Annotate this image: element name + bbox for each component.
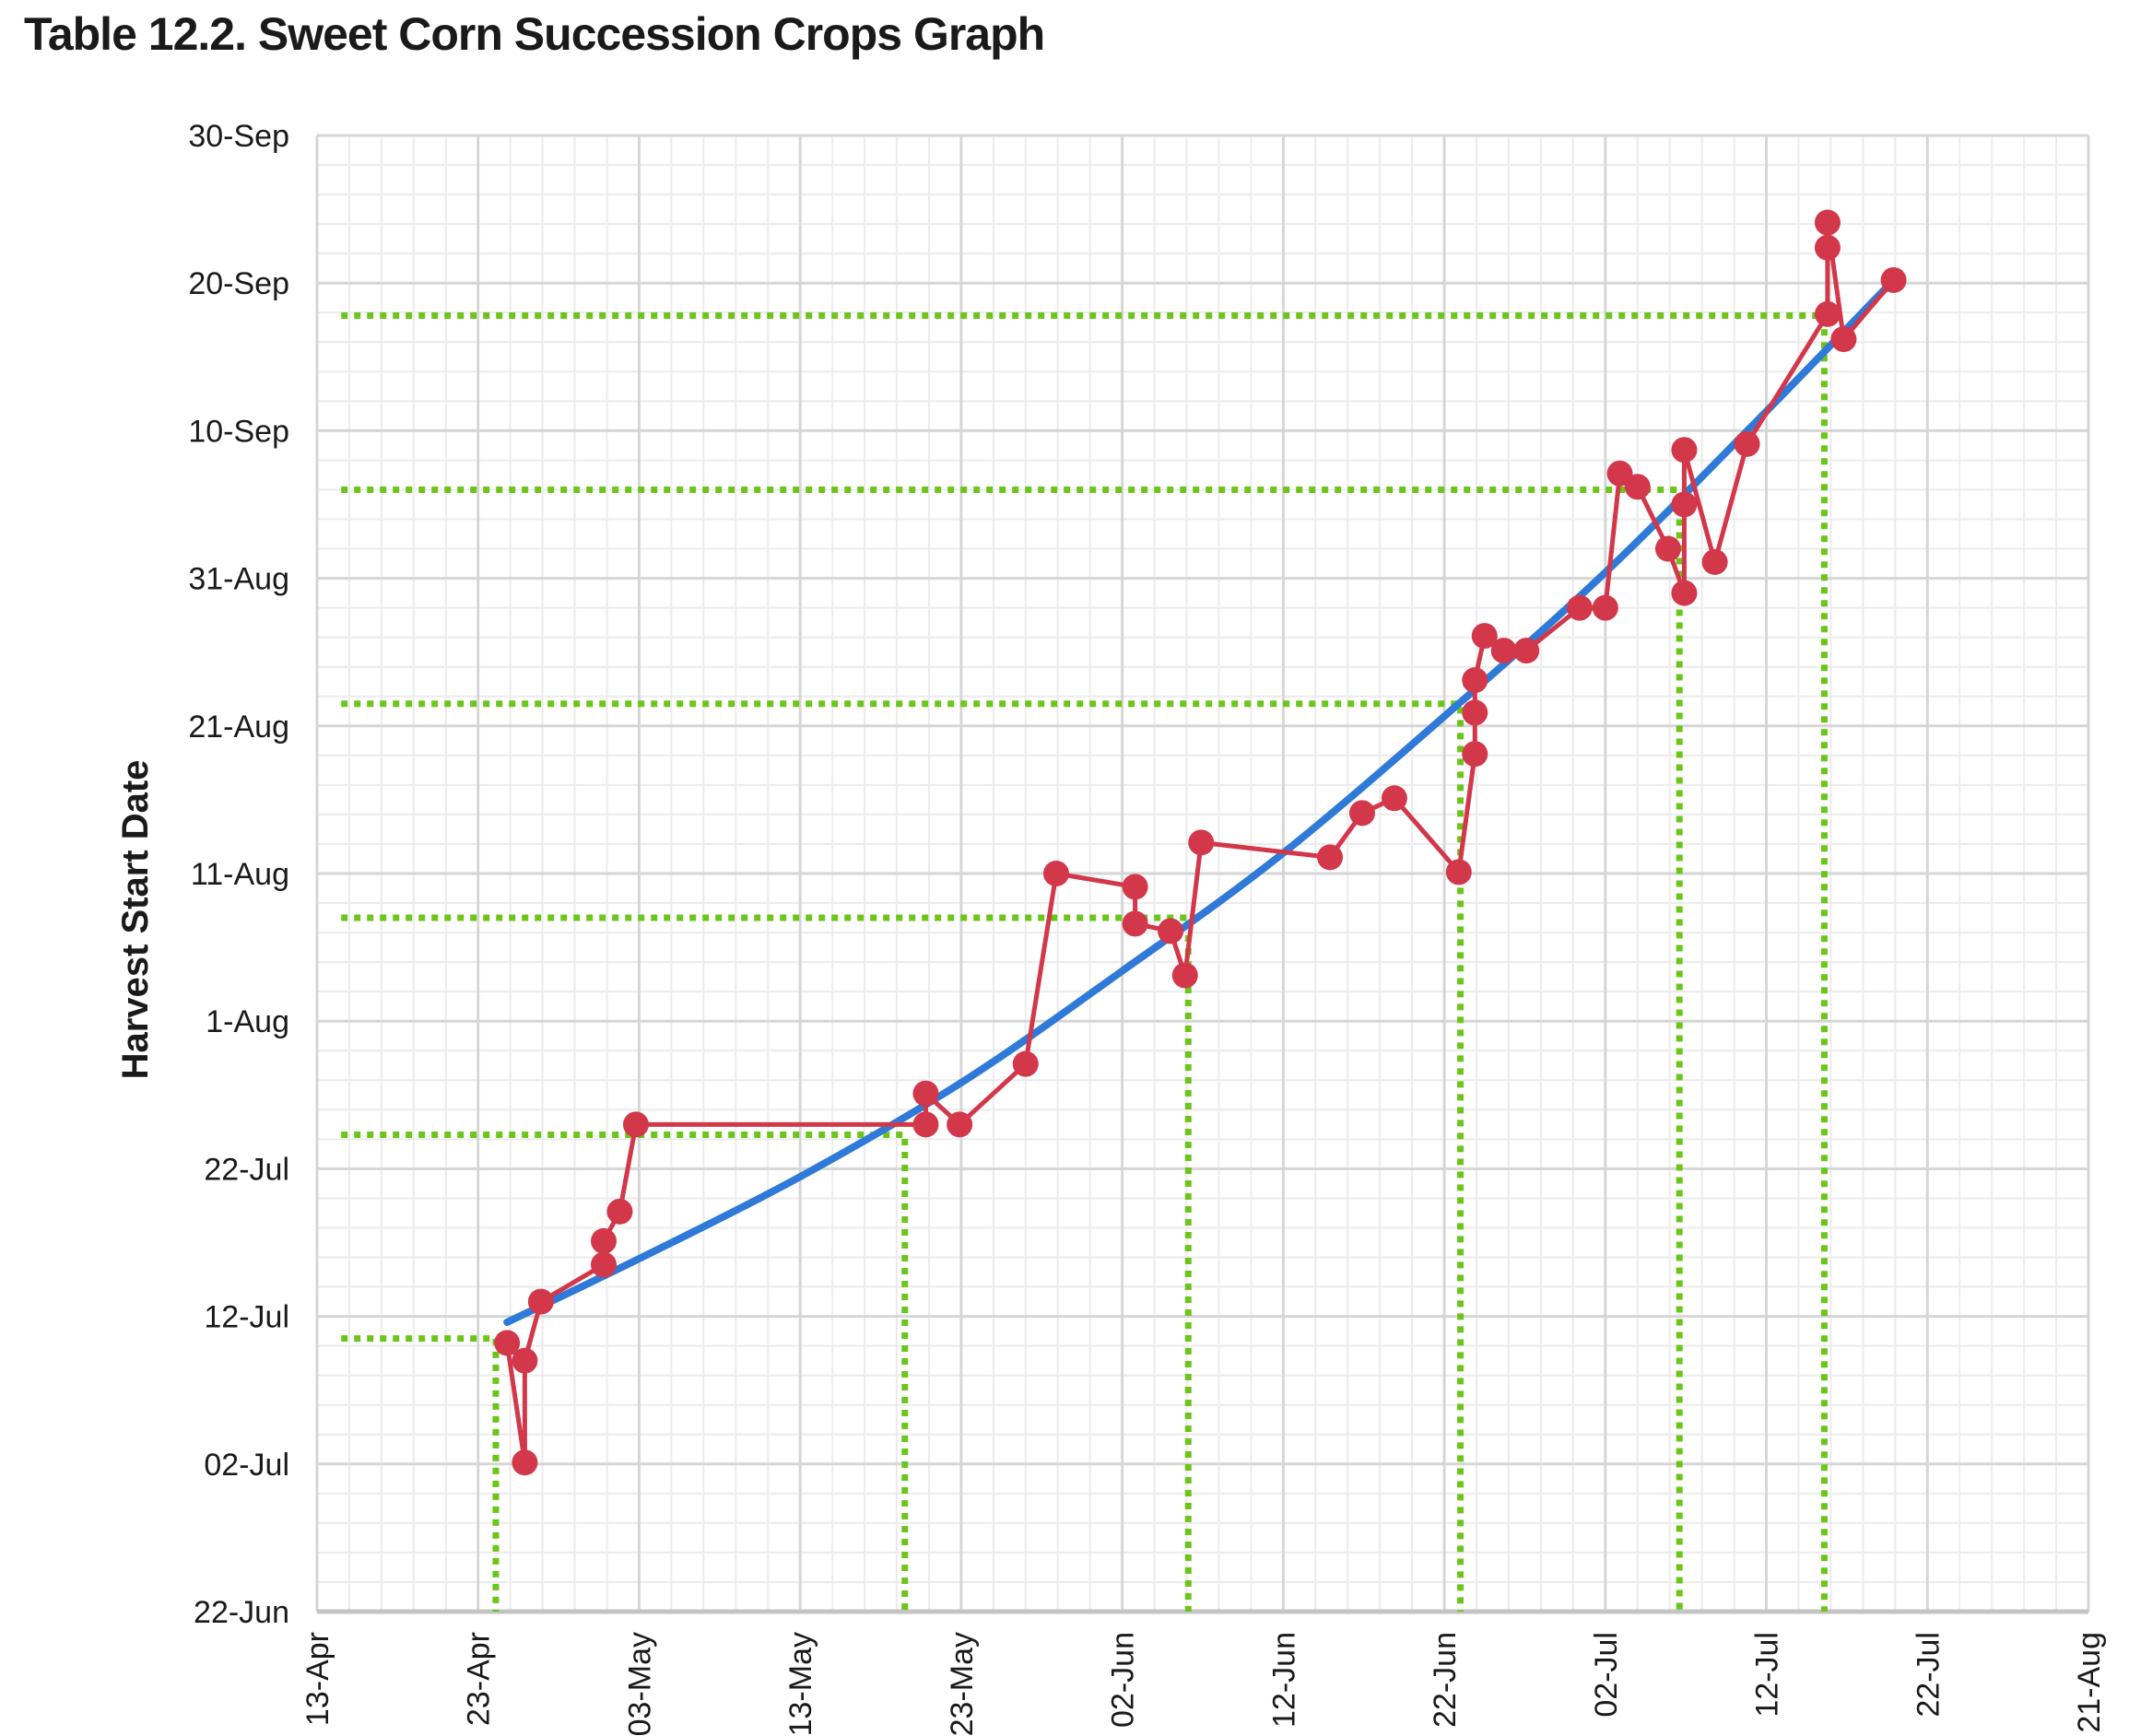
x-tick-label: 03-May	[622, 1632, 657, 1736]
guide-line	[341, 311, 1828, 1612]
y-tick-label: 10-Sep	[188, 414, 289, 449]
x-tick-label: 12-Jun	[1266, 1632, 1301, 1728]
x-tick-label: 23-May	[945, 1632, 980, 1736]
guide-line	[341, 1335, 500, 1612]
data-point	[1814, 300, 1841, 327]
data-point	[1462, 699, 1488, 726]
data-point	[1471, 623, 1498, 650]
data-point	[1042, 861, 1069, 886]
data-point	[1188, 829, 1215, 856]
x-tick-label: 02-Jun	[1106, 1632, 1141, 1728]
guide-line	[341, 1132, 909, 1612]
data-point	[1566, 594, 1593, 621]
data-point	[1381, 785, 1407, 812]
data-point	[1490, 638, 1517, 664]
y-tick-label: 12-Jul	[204, 1300, 289, 1335]
y-tick-label: 20-Sep	[188, 266, 289, 301]
data-point	[512, 1347, 538, 1374]
y-tick-label: 02-Jul	[204, 1448, 289, 1483]
y-tick-label: 22-Jul	[204, 1152, 289, 1187]
data-point	[527, 1288, 554, 1315]
y-tick-label: 31-Aug	[188, 562, 289, 597]
x-tick-label: 21-Aug	[2072, 1632, 2107, 1733]
data-point	[1814, 234, 1841, 261]
data-point	[1158, 918, 1184, 944]
data-point	[606, 1198, 633, 1225]
data-point	[1671, 491, 1698, 518]
data-point	[1513, 638, 1540, 664]
data-point	[1671, 580, 1698, 606]
data-point	[1830, 326, 1857, 353]
x-tick-label: 22-Jun	[1428, 1632, 1463, 1728]
y-tick-label: 22-Jun	[194, 1595, 289, 1630]
data-point	[1654, 535, 1681, 562]
chart-title: Table 12.2. Sweet Corn Succession Crops …	[24, 8, 1045, 60]
x-tick-label: 13-Apr	[300, 1632, 335, 1726]
data-point	[1122, 874, 1148, 900]
guide-line	[341, 700, 1464, 1612]
x-tick-label: 02-Jul	[1589, 1632, 1624, 1718]
data-point	[1012, 1050, 1039, 1077]
trend-line	[503, 276, 1898, 1327]
y-tick-label: 21-Aug	[188, 710, 289, 745]
data-point	[622, 1111, 649, 1138]
data-point	[591, 1227, 618, 1254]
x-tick-label: 23-Apr	[462, 1632, 497, 1726]
data-point	[1701, 548, 1728, 575]
data-point	[1122, 910, 1148, 937]
data-point	[494, 1330, 521, 1356]
data-point	[512, 1449, 538, 1476]
data-point	[1880, 266, 1907, 293]
data-point	[1592, 594, 1618, 621]
x-tick-label: 13-May	[783, 1632, 818, 1736]
data-point	[591, 1251, 618, 1278]
y-tick-label: 11-Aug	[191, 857, 289, 892]
data-point	[1671, 437, 1698, 463]
data-point	[1171, 962, 1198, 989]
y-tick-label: 30-Sep	[188, 119, 289, 154]
data-point	[1606, 460, 1633, 487]
data-point	[1734, 430, 1760, 457]
data-point	[912, 1111, 939, 1138]
data-point	[912, 1080, 939, 1107]
data-point	[1814, 209, 1841, 236]
data-point	[947, 1111, 973, 1138]
x-tick-label: 12-Jul	[1750, 1632, 1785, 1718]
y-tick-label: 1-Aug	[206, 1004, 289, 1039]
data-point	[1445, 859, 1472, 886]
y-axis-label: Harvest Start Date	[115, 760, 156, 1080]
data-point	[1624, 474, 1651, 500]
data-point	[1317, 844, 1344, 871]
data-point	[1462, 741, 1488, 768]
data-point	[1462, 667, 1488, 694]
data-point	[1348, 800, 1375, 827]
x-tick-label: 22-Jul	[1911, 1632, 1946, 1718]
